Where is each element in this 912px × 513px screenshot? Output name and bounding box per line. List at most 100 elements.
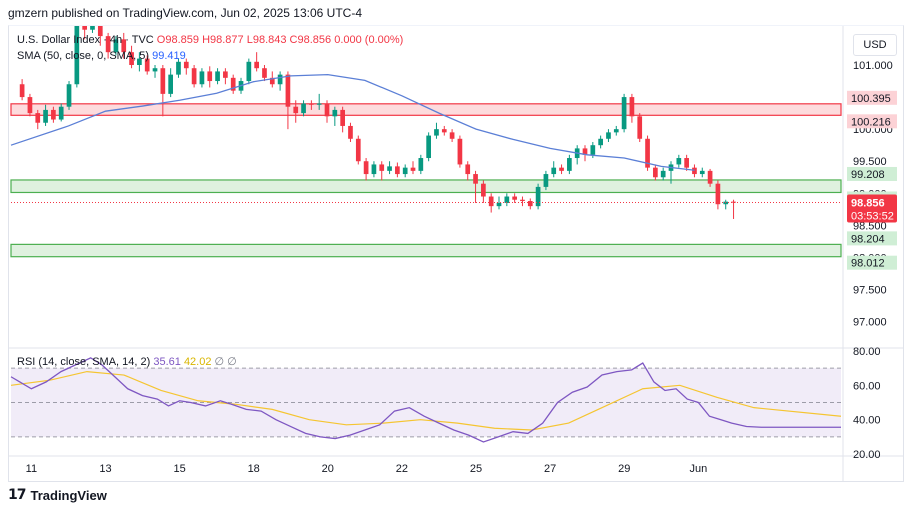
candle-body [277,74,283,85]
last-price-label: 98.856 [851,198,885,210]
symbol-title[interactable]: U.S. Dollar Index · 4h · TVC [17,34,154,46]
candle-body [676,158,682,165]
zone-label-bg [847,255,897,270]
price-legend: U.S. Dollar Index · 4h · TVC O98.859 H98… [17,34,403,46]
time-tick-label: Jun [689,463,707,475]
candle-body [559,167,564,171]
candle-body [395,166,400,175]
candle-body [262,68,267,78]
candle-body [254,61,259,69]
candle-body [332,109,338,117]
candle-body [410,167,416,171]
zone-label-bg [847,231,897,246]
zone-label: 99.208 [851,169,885,181]
candle-body [481,183,486,197]
zone-label-bg [847,90,897,105]
candle-body [191,68,197,85]
candle-body [199,71,205,85]
candle-body [606,132,611,139]
candle-body [387,166,392,171]
sma-value: 99.419 [152,50,186,62]
candle-body [449,132,455,139]
candle-body [43,109,48,123]
candle-body [598,138,603,146]
candle-body [637,116,643,139]
candle-body [504,196,510,203]
candle-body [520,199,525,202]
candle-body [551,167,557,175]
candle-body [246,61,252,82]
rsi-ma-value: 42.02 [183,356,212,368]
chart-frame[interactable]: 97.00097.50098.00098.50099.00099.500100.… [8,25,904,482]
rsi-label: RSI (14, close, SMA, 14, 2) [17,356,151,368]
time-tick-label: 29 [618,463,630,475]
time-tick-label: 18 [248,463,260,475]
candle-body [152,68,158,72]
candle-body [309,103,314,105]
candle-body [629,97,635,117]
candle-body [567,158,572,171]
candle-body [207,71,213,82]
time-tick-label: 20 [322,463,334,475]
candle-body [473,174,478,184]
candle-body [316,103,322,105]
candle-body [371,164,377,175]
candle-body [426,135,431,159]
candle-body [74,26,80,85]
candle-body [121,39,127,53]
candle-body [582,148,588,155]
time-tick-label: 11 [26,463,37,475]
candle-body [496,202,502,207]
ohlc-change: 0.000 (0.00%) [334,34,404,46]
last-price-tag [847,194,897,223]
candle-body [285,74,291,107]
zone-label: 100.395 [851,93,891,105]
candle-body [707,170,713,184]
candle-body [269,77,275,85]
zone-label-bg [847,166,897,181]
time-tick-label: 15 [173,463,185,475]
candle-body [19,84,25,98]
candle-body [488,196,494,207]
zone-label-bg [847,114,897,129]
candle-body [97,26,103,37]
candle-body [348,125,353,139]
candle-body [645,138,650,168]
rsi-value: 35.61 [153,356,181,368]
brand-name: TradingView [30,487,107,503]
candle-body [144,58,150,72]
rsi-legend[interactable]: RSI (14, close, SMA, 14, 2) 35.61 42.02 … [17,355,237,368]
candle-body [441,129,447,133]
candle-body [402,167,408,175]
candle-body [543,174,549,187]
currency-button[interactable]: USD [853,34,897,56]
candle-body [113,39,119,53]
candle-body [129,52,134,66]
chart-canvas[interactable]: 97.00097.50098.00098.50099.00099.500100.… [9,26,903,481]
ohlc-open: O98.859 [156,34,199,46]
ohlc-low: L98.843 [246,34,287,46]
price-tick-label: 97.000 [853,317,887,329]
time-tick-label: 25 [470,463,482,475]
candle-body [692,167,697,175]
rsi-tick-label: 80.00 [853,346,881,358]
sma-line [10,73,695,171]
rsi-line [10,357,841,443]
candle-body [340,109,345,126]
candle-body [223,71,228,78]
candle-body [465,164,471,175]
price-tick-label: 99.500 [853,156,887,168]
candle-body [293,106,299,114]
rsi-extra: ∅ ∅ [214,356,237,368]
tradingview-logo-icon: 17 [8,487,27,503]
candle-body [90,26,95,30]
candle-body [715,183,721,205]
footer: 17 TradingView [8,487,107,503]
candle-body [363,161,369,175]
candle-body [613,129,619,133]
candle-body [535,186,541,207]
rsi-tick-label: 60.00 [853,380,881,392]
candle-body [230,77,236,91]
sma-legend[interactable]: SMA (50, close, 0, SMA, 5) 99.419 [17,50,186,62]
price-zone [10,243,842,258]
